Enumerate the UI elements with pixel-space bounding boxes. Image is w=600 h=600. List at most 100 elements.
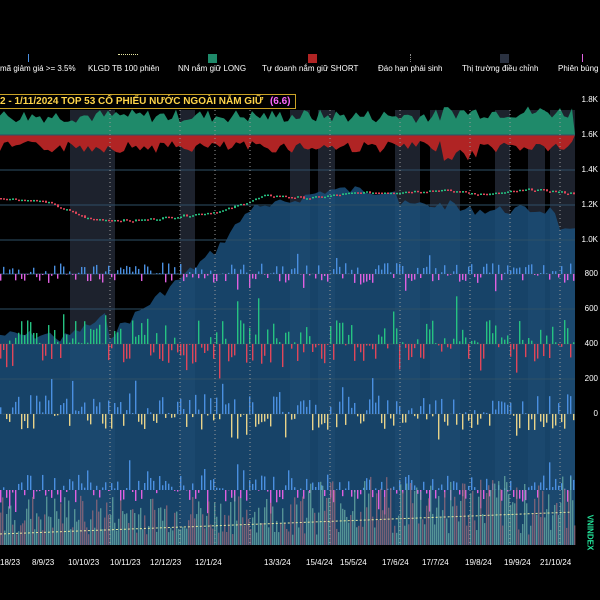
indicator-bar [54,414,56,416]
dotted-vline-icon [410,54,411,62]
indicator-bar [192,274,194,278]
candle [30,200,32,202]
indicator-bar [492,263,494,274]
indicator-bar [159,476,161,490]
legend-label: Đáo hạn phái sinh [378,64,443,73]
candle [384,192,386,194]
indicator-bar [33,414,35,429]
dotted-line-icon [118,54,138,55]
candle [312,196,314,199]
indicator-bar [123,269,125,274]
volume-bar [68,500,70,545]
indicator-bar [234,399,236,414]
indicator-bar [258,490,260,491]
indicator-bar [51,379,53,414]
indicator-bar [381,481,383,490]
candle [342,193,344,196]
indicator-bar [168,263,170,274]
volume-bar [106,502,108,545]
indicator-bar [492,400,494,414]
indicator-bar [204,344,206,353]
indicator-bar [156,490,158,494]
indicator-bar [12,344,14,366]
indicator-bar [432,414,434,417]
indicator-bar [153,344,155,353]
indicator-bar [210,398,212,414]
volume-bar [54,498,56,545]
volume-bar [314,512,316,545]
volume-bar [340,503,342,545]
indicator-bar [291,344,293,349]
indicator-bar [393,414,395,426]
indicator-bar [45,271,47,274]
indicator-bar [285,274,287,283]
candle [372,192,374,194]
indicator-bar [210,480,212,490]
volume-bar [248,518,250,545]
axis-tick-label: 13/3/24 [264,558,291,567]
indicator-bar [573,274,575,281]
indicator-bar [102,487,104,490]
volume-bar [434,524,436,545]
indicator-bar [321,414,323,425]
indicator-bar [147,471,149,490]
indicator-bar [525,344,527,358]
indicator-bar [84,267,86,274]
volume-bar [486,492,488,545]
volume-bar [362,526,364,545]
candle [324,196,326,199]
indicator-bar [267,414,269,419]
indicator-bar [255,414,257,427]
indicator-bar [558,403,560,414]
indicator-bar [510,402,512,414]
indicator-bar [342,490,344,497]
indicator-bar [324,490,326,497]
indicator-bar [441,272,443,274]
indicator-bar [540,414,542,422]
candle [450,189,452,192]
indicator-bar [81,266,83,274]
indicator-bar [297,405,299,414]
indicator-bar [447,344,449,348]
indicator-bar [42,344,44,361]
indicator-bar [90,414,92,425]
candle [429,190,431,192]
indicator-bar [492,333,494,344]
indicator-bar [249,327,251,344]
indicator-bar [162,344,164,361]
indicator-bar [336,414,338,428]
long-ownership-area [0,106,575,135]
volume-bar [284,522,286,545]
indicator-bar [72,380,74,414]
indicator-bar [132,271,134,274]
indicator-bar [165,274,167,283]
indicator-bar [543,414,545,427]
volume-bar [94,527,96,545]
indicator-bar [393,311,395,344]
candle [300,196,302,198]
axis-tick-label: 800 [584,269,598,278]
candle [357,192,359,194]
indicator-bar [528,338,530,344]
indicator-bar [297,344,299,361]
indicator-bar [15,401,17,414]
indicator-bar [291,414,293,420]
candle [186,214,188,217]
indicator-bar [243,264,245,274]
indicator-bar [369,274,371,280]
indicator-bar [426,266,428,274]
candle [543,188,545,191]
tick-icon [582,54,583,62]
indicator-bar [432,479,434,490]
candle [132,221,134,223]
candle [135,219,137,222]
indicator-bar [24,335,26,344]
indicator-bar [33,267,35,274]
candle [105,219,107,222]
indicator-bar [468,485,470,490]
indicator-bar [516,268,518,274]
indicator-bar [378,265,380,274]
indicator-bar [549,462,551,490]
candle [483,193,485,196]
indicator-bar [21,414,23,430]
